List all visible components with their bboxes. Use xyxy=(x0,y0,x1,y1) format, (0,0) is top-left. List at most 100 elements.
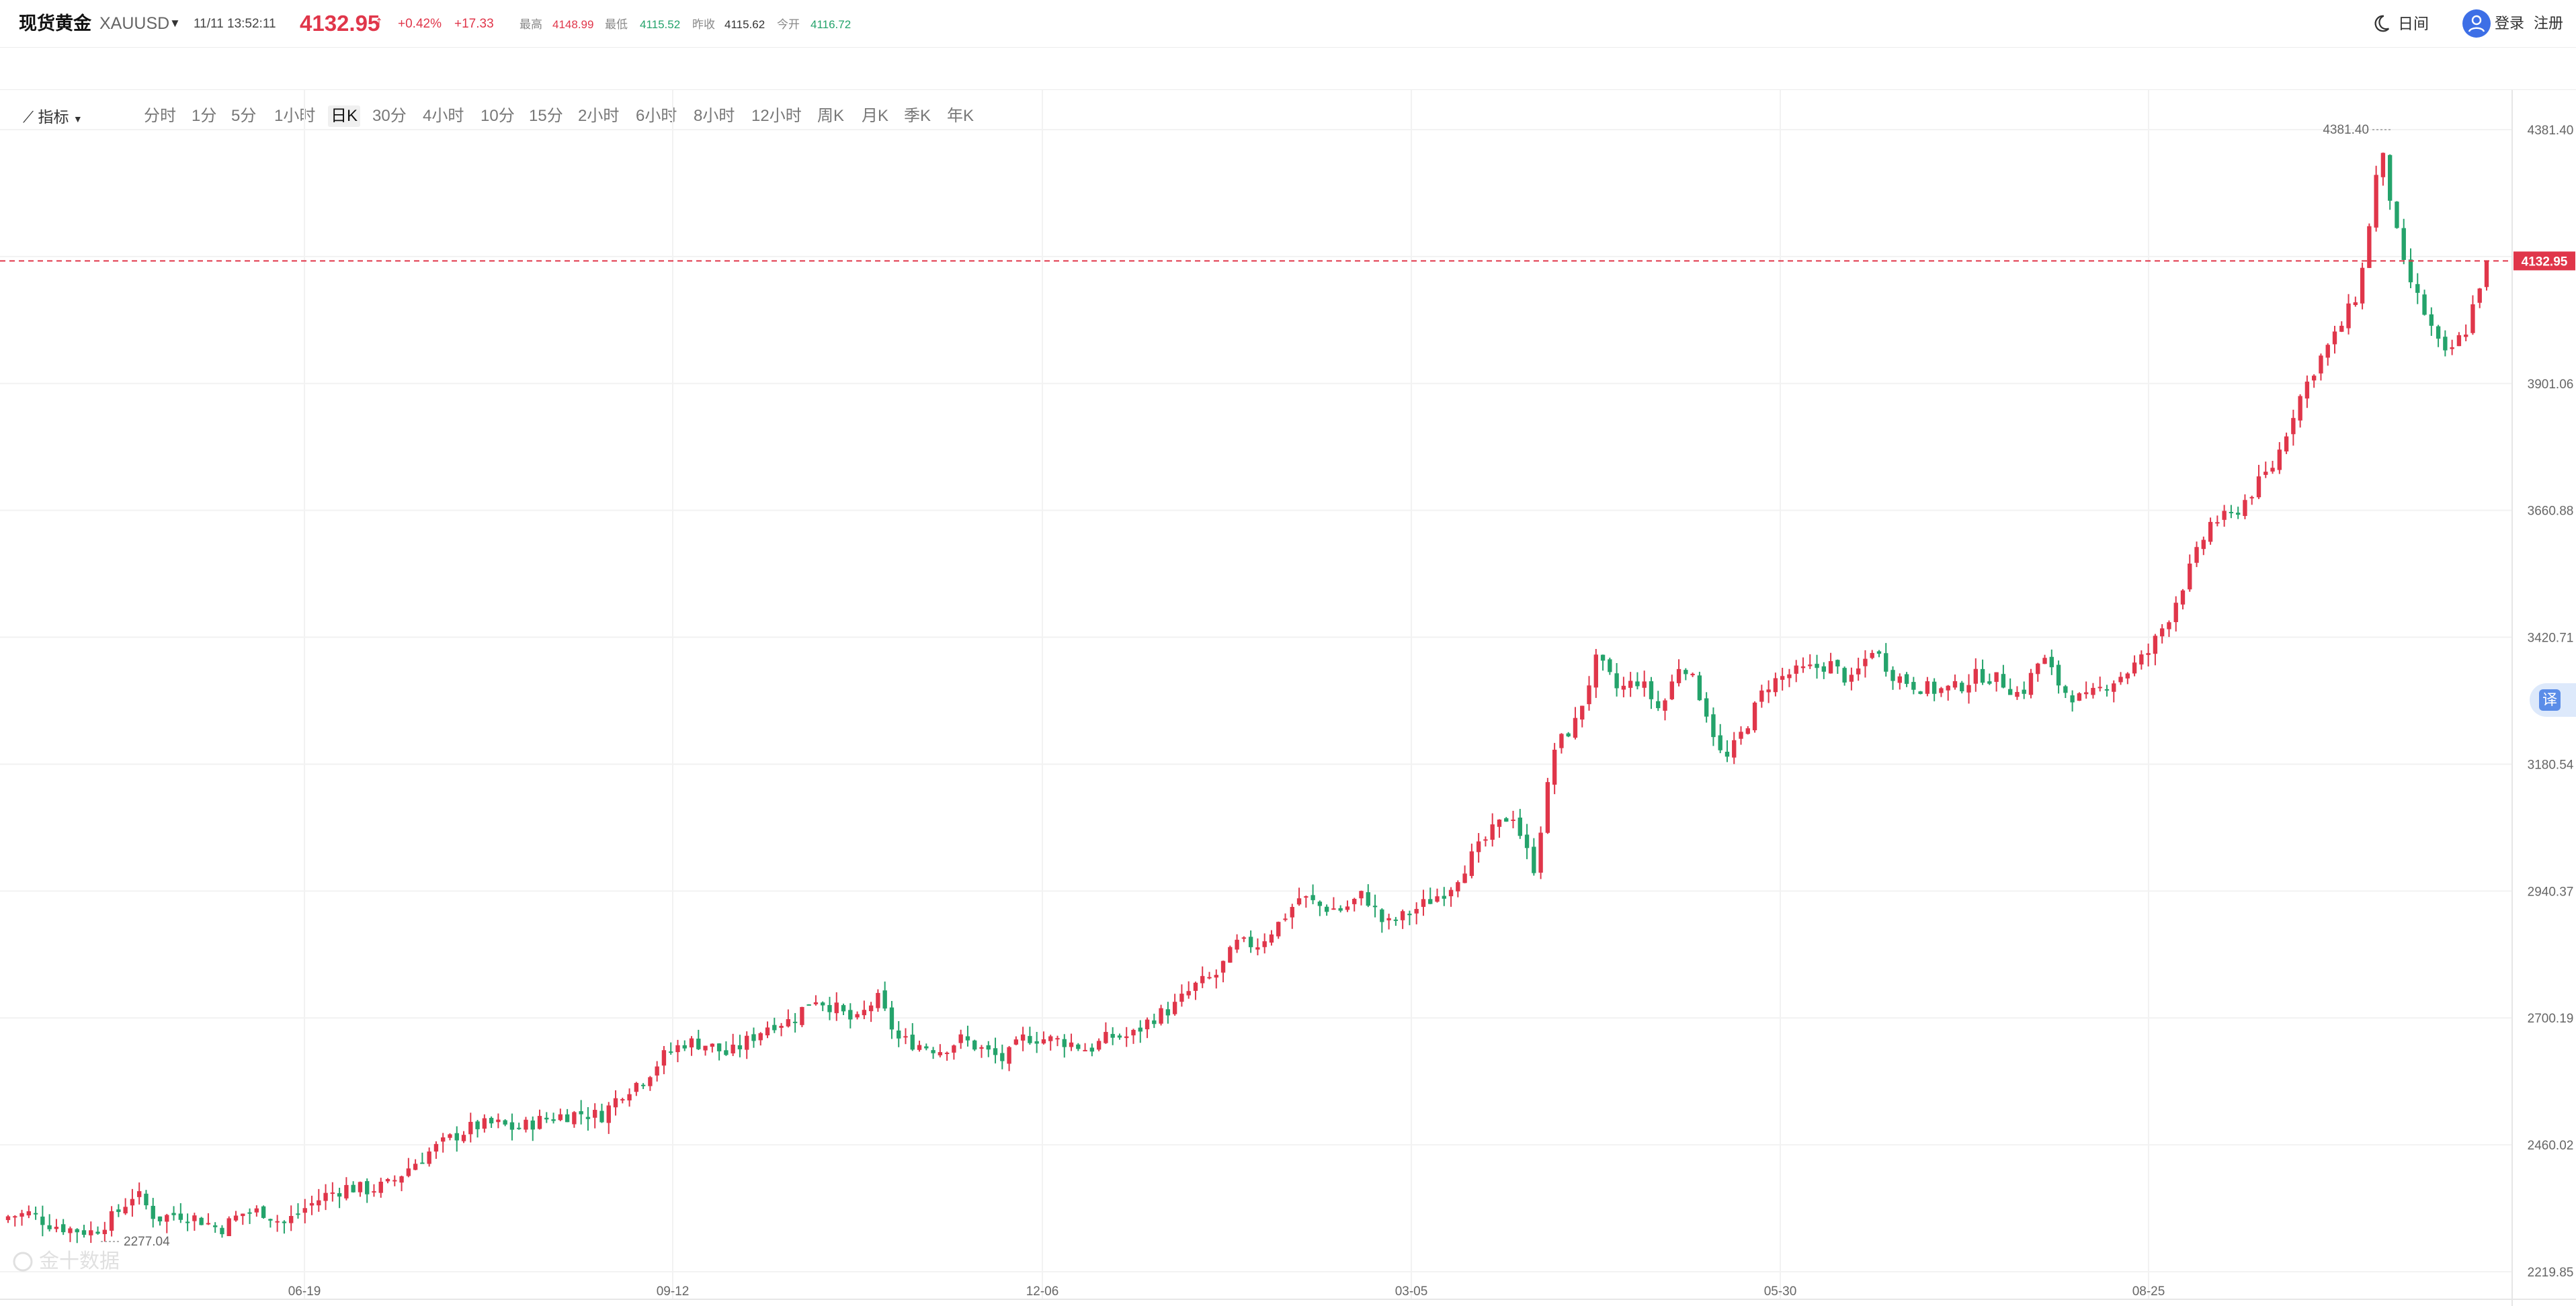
tf-tab[interactable]: 2小时 xyxy=(578,107,620,125)
x-tick-label: 03-05 xyxy=(1395,1285,1428,1299)
login-link[interactable]: 登录 xyxy=(2495,15,2525,32)
candle-body xyxy=(1165,1009,1171,1016)
candle-body xyxy=(2036,663,2040,674)
tf-tab[interactable]: 8小时 xyxy=(694,107,735,125)
candle-body xyxy=(1656,701,1661,709)
candle-body xyxy=(1338,908,1343,911)
candle-body xyxy=(2353,302,2358,306)
candle-body xyxy=(1359,891,1364,899)
candle-body xyxy=(1511,819,1515,821)
candle-body xyxy=(2091,687,2095,695)
candle-body xyxy=(1711,714,1716,738)
candle-body xyxy=(710,1043,715,1047)
candle-body xyxy=(1207,977,1212,979)
candle-body xyxy=(655,1066,659,1076)
indicator-button[interactable]: ⟋ 指标 ▼ xyxy=(23,110,83,125)
candlestick-chart[interactable]: 4381.404141.233901.063660.883420.713180.… xyxy=(0,90,2576,1306)
candle-body xyxy=(2077,693,2082,701)
tf-tab[interactable]: 10分 xyxy=(481,107,515,125)
candle-body xyxy=(2070,695,2075,703)
tf-tab[interactable]: 5分 xyxy=(231,107,257,125)
candle-body xyxy=(1172,1002,1177,1014)
symbol-code[interactable]: XAUUSD xyxy=(99,14,170,33)
candle-body xyxy=(903,1036,908,1038)
jin10-watermark-logo: 金十数据 xyxy=(13,1250,120,1272)
tf-tab[interactable]: 分时 xyxy=(144,107,176,125)
candle-body xyxy=(351,1184,356,1192)
moon-icon[interactable] xyxy=(2371,13,2391,34)
candle-body xyxy=(2319,355,2323,374)
candle-body xyxy=(572,1112,577,1125)
candle-body xyxy=(454,1133,459,1141)
user-avatar-icon[interactable] xyxy=(2462,9,2491,38)
candle-body xyxy=(468,1121,473,1135)
candle-body xyxy=(2208,521,2213,542)
candle-body xyxy=(151,1205,155,1219)
candle-body xyxy=(1414,908,1419,914)
candle-body xyxy=(1386,918,1391,920)
candle-body xyxy=(1780,676,1785,680)
tf-tab[interactable]: 年K xyxy=(947,107,974,125)
candle-body xyxy=(786,1019,791,1027)
register-link[interactable]: 注册 xyxy=(2534,15,2564,32)
candle-body xyxy=(1020,1034,1026,1041)
candle-body xyxy=(282,1221,287,1223)
tf-tab[interactable]: 12小时 xyxy=(751,107,802,125)
candle-body xyxy=(737,1045,743,1049)
candle-body xyxy=(544,1117,549,1120)
candle-body xyxy=(60,1224,66,1233)
tf-tab[interactable]: 1小时 xyxy=(274,107,316,125)
candle-body xyxy=(972,1040,977,1050)
candle-body xyxy=(1800,666,1806,668)
candle-body xyxy=(1815,664,1819,668)
candle-body xyxy=(413,1164,418,1170)
candle-body xyxy=(2367,226,2372,268)
candle-body xyxy=(1483,839,1488,841)
max-price-annotation: 4381.40 xyxy=(2323,123,2369,137)
candle-body xyxy=(323,1192,328,1201)
tf-tab[interactable]: 月K xyxy=(862,107,889,125)
candle-body xyxy=(675,1045,680,1053)
tf-tab[interactable]: 30分 xyxy=(372,107,407,125)
tf-tab[interactable]: 周K xyxy=(817,107,845,125)
tf-tab[interactable]: 15分 xyxy=(529,107,563,125)
tf-tab[interactable]: 4小时 xyxy=(423,107,464,125)
candle-body xyxy=(1669,681,1674,699)
candle-body xyxy=(2256,476,2261,498)
candle-body xyxy=(1407,914,1412,916)
candle-body xyxy=(696,1039,701,1049)
candle-body xyxy=(33,1213,38,1215)
tf-tab[interactable]: 1分 xyxy=(192,107,217,125)
theme-toggle-label[interactable]: 日间 xyxy=(2398,15,2429,32)
candle-body xyxy=(876,993,880,1008)
candle-body xyxy=(1960,683,1964,692)
candle-body xyxy=(1828,661,1833,674)
candle-body xyxy=(1821,666,1826,672)
change-percent: +0.42% xyxy=(398,17,442,31)
candle-body xyxy=(1048,1036,1053,1041)
translate-button[interactable]: 译 xyxy=(2530,683,2576,717)
candle-body xyxy=(1034,1041,1039,1044)
tf-tab[interactable]: 6小时 xyxy=(636,107,677,125)
candle-body xyxy=(433,1143,439,1152)
candle-body xyxy=(2429,314,2434,326)
candle-body xyxy=(1939,688,1944,693)
candle-body xyxy=(137,1191,142,1197)
tf-tab[interactable]: 季K xyxy=(904,107,931,125)
candle-body xyxy=(765,1027,770,1036)
tf-tab-active[interactable]: 日K xyxy=(328,105,361,127)
candle-body xyxy=(1110,1034,1115,1038)
candle-body xyxy=(1621,685,1626,690)
candle-body xyxy=(1649,681,1654,699)
candle-body xyxy=(2456,335,2462,347)
y-tick-label: 2460.02 xyxy=(2528,1139,2574,1153)
candle-body xyxy=(2056,664,2061,686)
candle-body xyxy=(1152,1020,1157,1025)
candle-body xyxy=(882,990,887,1009)
candle-body xyxy=(2408,259,2413,283)
candle-body xyxy=(1013,1039,1019,1045)
symbol-name[interactable]: 现货黄金 xyxy=(19,13,91,34)
symbol-dropdown-caret-icon[interactable]: ▼ xyxy=(169,17,181,30)
candle-body xyxy=(834,1002,839,1014)
candle-body xyxy=(302,1208,307,1213)
